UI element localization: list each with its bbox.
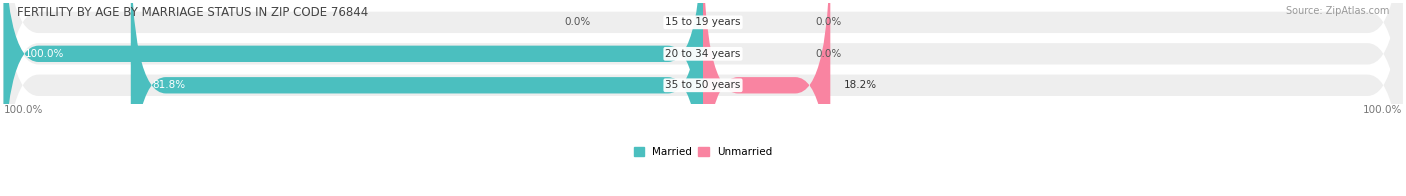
FancyBboxPatch shape: [3, 0, 1403, 196]
Text: 100.0%: 100.0%: [3, 105, 42, 115]
Text: 0.0%: 0.0%: [565, 17, 591, 27]
FancyBboxPatch shape: [131, 0, 703, 196]
Text: 0.0%: 0.0%: [815, 49, 841, 59]
Text: 0.0%: 0.0%: [815, 17, 841, 27]
Text: 100.0%: 100.0%: [1364, 105, 1403, 115]
FancyBboxPatch shape: [3, 0, 1403, 169]
Text: 35 to 50 years: 35 to 50 years: [665, 80, 741, 90]
Text: 18.2%: 18.2%: [845, 80, 877, 90]
Text: 20 to 34 years: 20 to 34 years: [665, 49, 741, 59]
Text: Source: ZipAtlas.com: Source: ZipAtlas.com: [1285, 6, 1389, 16]
Text: FERTILITY BY AGE BY MARRIAGE STATUS IN ZIP CODE 76844: FERTILITY BY AGE BY MARRIAGE STATUS IN Z…: [17, 6, 368, 19]
Text: 15 to 19 years: 15 to 19 years: [665, 17, 741, 27]
Legend: Married, Unmarried: Married, Unmarried: [630, 143, 776, 161]
FancyBboxPatch shape: [3, 0, 1403, 196]
Text: 100.0%: 100.0%: [24, 49, 63, 59]
Text: 81.8%: 81.8%: [152, 80, 186, 90]
FancyBboxPatch shape: [3, 0, 703, 196]
FancyBboxPatch shape: [703, 0, 831, 196]
